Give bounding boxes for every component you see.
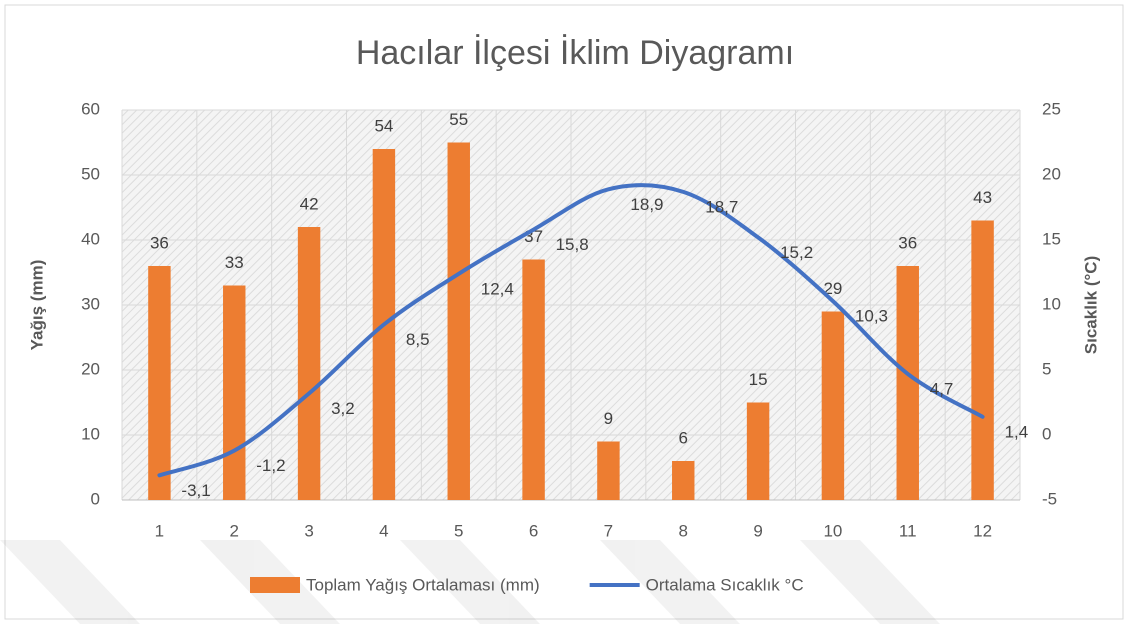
x-tick-label: 4 (379, 521, 388, 540)
line-label: 3,2 (331, 399, 355, 418)
y2-tick-label: 0 (1042, 424, 1051, 443)
legend-swatch (250, 577, 300, 593)
x-tick-label: 7 (604, 521, 613, 540)
line-label: 12,4 (481, 279, 514, 298)
x-tick-label: 11 (899, 521, 917, 540)
bar (597, 441, 620, 500)
bar-label: 36 (150, 233, 169, 252)
x-tick-label: 8 (679, 521, 688, 540)
y2-axis-title: Sıcaklık (°C) (1081, 256, 1100, 354)
line-label: 15,2 (780, 243, 813, 262)
line-label: 18,7 (705, 197, 738, 216)
chart-title: Hacılar İlçesi İklim Diyagramı (356, 34, 794, 72)
y-tick-label: 10 (81, 424, 100, 443)
x-tick-label: 5 (454, 521, 463, 540)
line-label: 1,4 (1005, 422, 1029, 441)
bar-label: 43 (973, 188, 992, 207)
bar-label: 42 (300, 194, 319, 213)
bar-label: 36 (898, 233, 917, 252)
y2-tick-label: 20 (1042, 164, 1061, 183)
y-tick-label: 0 (91, 489, 100, 508)
bar-label: 6 (679, 428, 688, 447)
y-axis-title: Yağış (mm) (27, 260, 46, 351)
bar (447, 142, 470, 500)
x-tick-label: 1 (155, 521, 164, 540)
y2-tick-label: -5 (1042, 489, 1057, 508)
y2-tick-label: 5 (1042, 359, 1051, 378)
x-tick-label: 6 (529, 521, 538, 540)
bar (148, 266, 171, 500)
x-tick-label: 2 (230, 521, 239, 540)
legend-label: Toplam Yağış Ortalaması (mm) (306, 575, 540, 594)
y2-tick-label: 25 (1042, 99, 1061, 118)
line-label: 10,3 (855, 307, 888, 326)
x-tick-label: 9 (753, 521, 762, 540)
y2-tick-label: 10 (1042, 294, 1061, 313)
bar-label: 33 (225, 253, 244, 272)
line-label: 8,5 (406, 330, 430, 349)
bar (746, 402, 770, 500)
bar-label: 9 (604, 409, 613, 428)
bar (672, 461, 695, 500)
bar (223, 285, 246, 500)
bar-label: 55 (449, 110, 468, 129)
legend-label: Ortalama Sıcaklık °C (646, 575, 804, 594)
y-tick-label: 60 (81, 99, 100, 118)
line-label: 18,9 (630, 195, 663, 214)
line-label: 4,7 (930, 379, 954, 398)
bar (971, 220, 994, 500)
bar (821, 311, 845, 500)
bar-label: 29 (823, 279, 842, 298)
x-tick-label: 10 (823, 521, 842, 540)
line (157, 183, 985, 478)
bar-label: 15 (749, 370, 768, 389)
line-label: 15,8 (556, 235, 589, 254)
x-tick-label: 3 (304, 521, 313, 540)
x-tick-label: 12 (973, 521, 992, 540)
bar-label: 54 (374, 116, 393, 135)
y2-tick-label: 15 (1042, 229, 1061, 248)
line-label: -3,1 (181, 481, 210, 500)
y-tick-label: 20 (81, 359, 100, 378)
y-tick-label: 40 (81, 229, 100, 248)
y-tick-label: 30 (81, 294, 100, 313)
bar (522, 259, 545, 500)
bar (297, 227, 321, 500)
legend: Toplam Yağış Ortalaması (mm) Ortalama Sıc… (250, 575, 804, 594)
bar (896, 266, 919, 500)
line-label: -1,2 (256, 456, 285, 475)
y-tick-label: 50 (81, 164, 100, 183)
